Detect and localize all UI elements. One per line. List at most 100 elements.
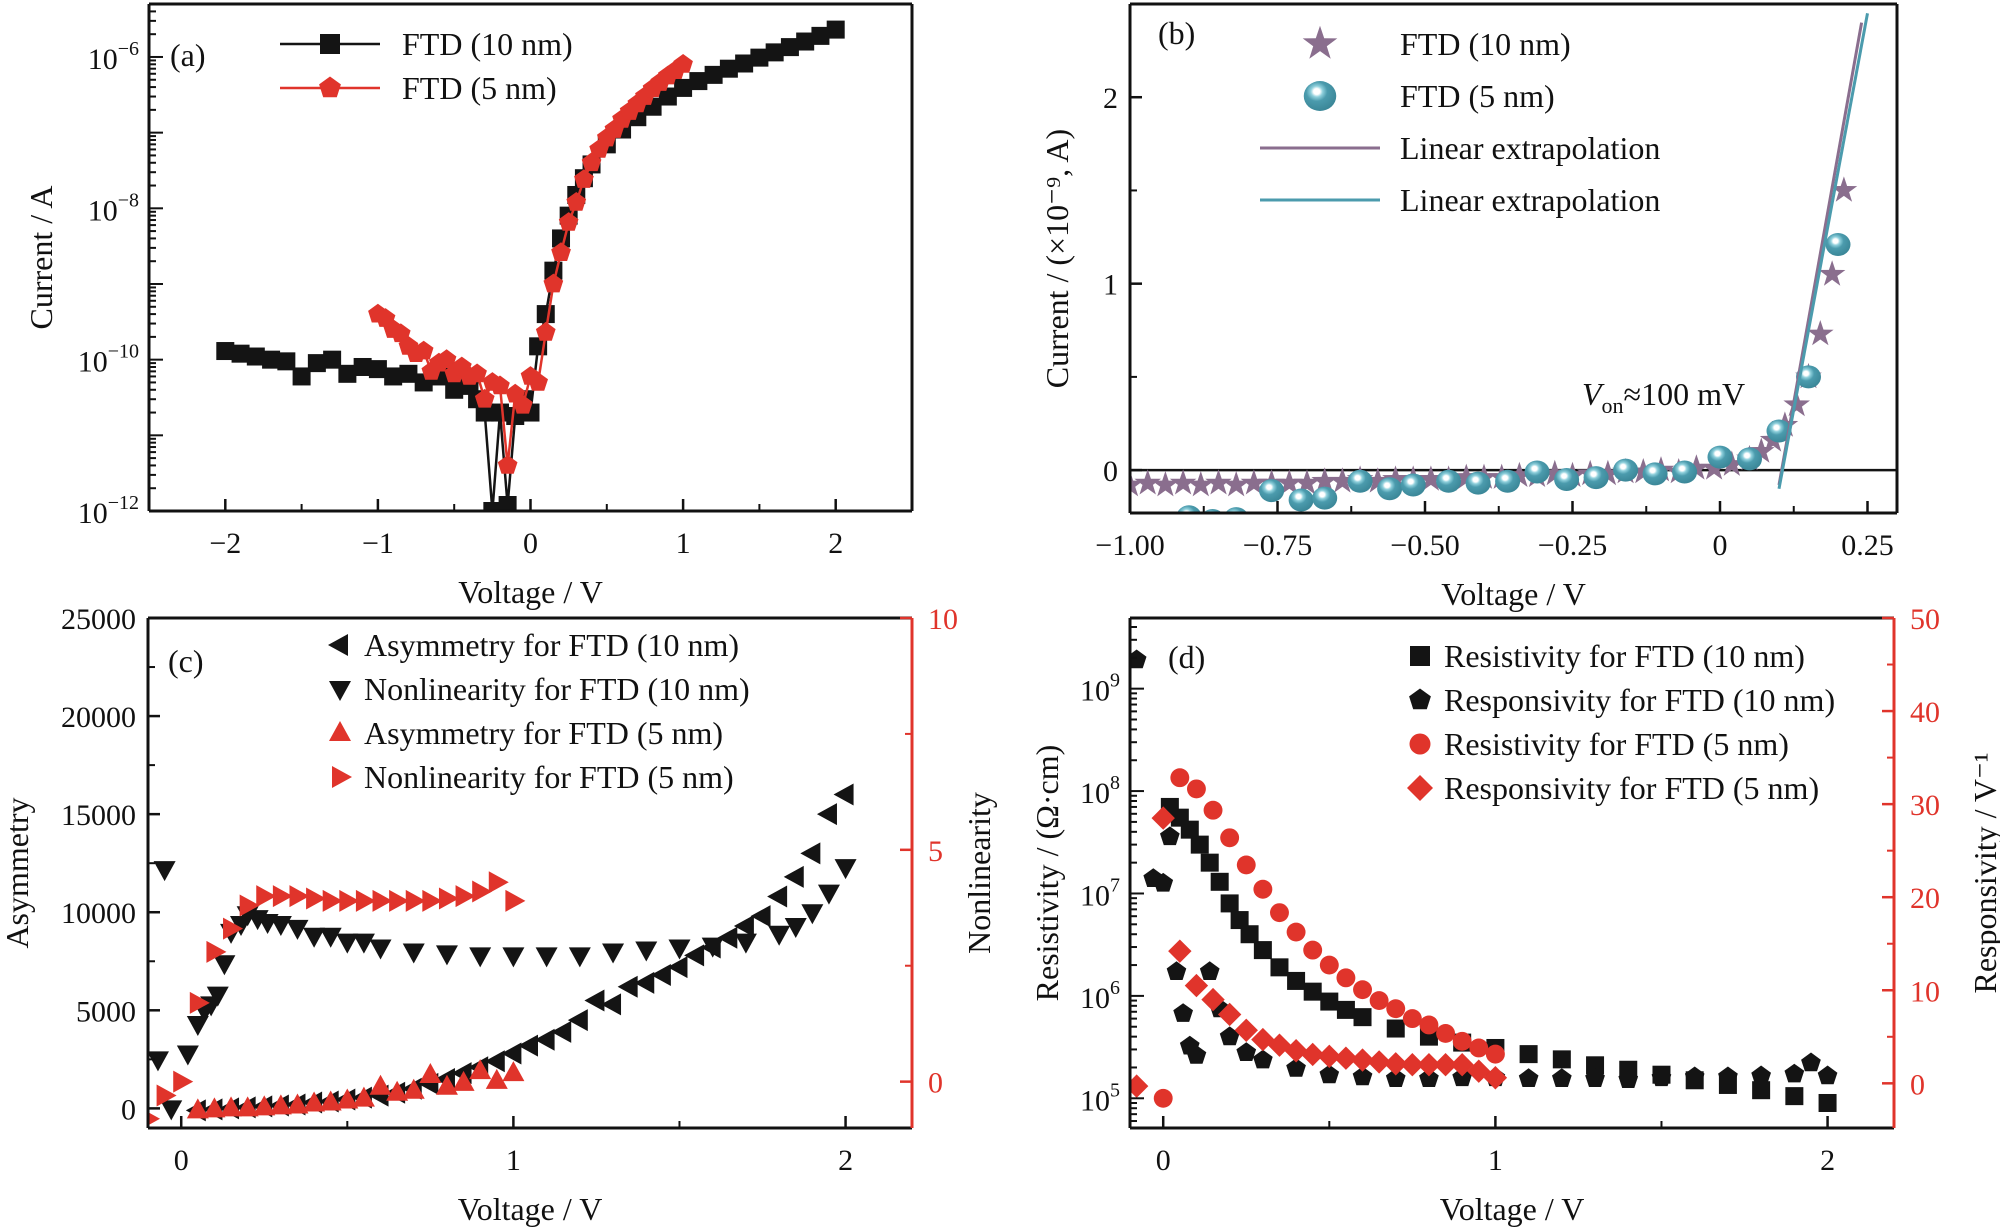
series-3 — [148, 871, 526, 1126]
data-point — [436, 349, 457, 368]
data-point — [1253, 1049, 1273, 1069]
data-point — [1783, 390, 1810, 417]
data-point — [353, 357, 372, 376]
panel-d: 0 1 2 105 106 107 108 109 0 10 20 30 40 50 Responsivit… — [1029, 603, 2000, 1227]
data-point — [1286, 1058, 1306, 1077]
data-point — [1485, 1044, 1505, 1064]
y-tick-label: 10−10 — [78, 341, 139, 379]
y-tick-label: 15000 — [61, 799, 136, 832]
legend-item: Linear extrapolation — [1260, 182, 1660, 218]
panel-c: 0 1 2 0 5000 10000 15000 20000 25000 0 5 10 Nonlinea… — [0, 603, 997, 1227]
x-tick-label: −0.25 — [1538, 529, 1607, 562]
data-point — [1234, 1018, 1258, 1042]
legend-label: Responsivity for FTD (10 nm) — [1444, 682, 1835, 718]
data-point — [1400, 1053, 1425, 1077]
data-point — [1718, 1066, 1738, 1086]
data-point — [1353, 1008, 1372, 1027]
data-point — [689, 72, 708, 91]
data-point — [419, 1063, 442, 1084]
legend-marker — [320, 34, 340, 54]
legend-marker — [329, 721, 351, 741]
data-point — [1317, 1044, 1342, 1069]
data-point — [1153, 1088, 1173, 1108]
series-3 — [1777, 13, 1869, 490]
legend-marker — [1410, 646, 1430, 666]
data-point — [617, 975, 638, 998]
data-point — [399, 364, 418, 383]
legend-item: Resistivity for FTD (5 nm) — [1409, 726, 1789, 762]
data-point — [469, 1059, 492, 1080]
data-point — [502, 947, 525, 968]
data-point — [1130, 649, 1147, 669]
y-tick-label: 0 — [121, 1093, 136, 1126]
data-point — [435, 1074, 458, 1095]
data-point — [704, 65, 723, 84]
data-point — [455, 885, 476, 908]
legend-item: FTD (10 nm) — [280, 26, 573, 62]
data-point — [1319, 1064, 1340, 1084]
von-annotation: Von≈100 mV — [1582, 376, 1745, 418]
data-point — [1200, 853, 1219, 872]
data-point — [469, 947, 492, 968]
plot-area — [148, 783, 857, 1126]
data-point — [1173, 1003, 1193, 1022]
data-point — [1382, 465, 1409, 491]
y-right-tick-label: 5 — [928, 835, 943, 868]
data-point — [574, 169, 594, 188]
data-point — [673, 54, 693, 73]
data-point — [1199, 961, 1220, 980]
legend-item: Responsivity for FTD (10 nm) — [1409, 682, 1835, 718]
plot-area — [1130, 649, 1838, 1112]
data-point — [256, 885, 277, 908]
data-point — [1287, 971, 1306, 990]
legend-item: Asymmetry for FTD (10 nm) — [328, 627, 739, 663]
legend-item: Responsivity for FTD (5 nm) — [1407, 770, 1819, 806]
legend-label: FTD (10 nm) — [402, 26, 573, 62]
x-tick-label: 2 — [838, 1144, 853, 1177]
data-point — [484, 1050, 505, 1073]
data-point — [826, 20, 845, 39]
data-point — [1364, 467, 1392, 493]
y-right-tick-label: 20 — [1910, 882, 1940, 915]
data-point — [1336, 1000, 1355, 1019]
data-point — [474, 388, 495, 408]
data-point — [1506, 461, 1533, 487]
data-point — [402, 943, 425, 964]
data-point — [1386, 1019, 1405, 1038]
y-tick-label: 0 — [1103, 455, 1118, 488]
data-point — [153, 861, 176, 882]
panel-b: −1.00 −0.75 −0.50 −0.25 0 0.25 0 1 2 Voltage / V C… — [1039, 2, 1899, 612]
data-point — [551, 242, 571, 261]
data-point — [467, 363, 487, 383]
x-tick-label: 0.25 — [1841, 529, 1894, 562]
data-point — [262, 350, 281, 369]
legend-marker — [1303, 81, 1337, 111]
data-point — [1554, 467, 1580, 491]
data-point — [213, 955, 236, 976]
data-point — [650, 964, 671, 986]
data-point — [236, 1096, 259, 1117]
data-point — [543, 273, 564, 293]
data-point — [735, 54, 754, 73]
data-point — [1751, 1065, 1771, 1085]
data-point — [1168, 939, 1192, 963]
data-point — [1818, 1093, 1837, 1112]
data-point — [834, 859, 857, 880]
data-point — [701, 937, 724, 958]
data-point — [452, 1070, 475, 1091]
x-tick-label: 1 — [506, 1144, 521, 1177]
data-point — [765, 43, 784, 62]
data-point — [413, 340, 434, 360]
data-point — [1385, 1068, 1406, 1087]
data-point — [369, 1074, 392, 1095]
data-point — [1190, 835, 1209, 854]
data-point — [1152, 471, 1179, 497]
data-point — [1785, 1087, 1804, 1106]
data-point — [667, 956, 688, 979]
y-right-tick-label: 0 — [1910, 1068, 1925, 1101]
data-point — [1303, 940, 1323, 960]
data-point — [1766, 419, 1792, 443]
data-point — [1594, 459, 1622, 486]
data-point — [1524, 460, 1550, 484]
